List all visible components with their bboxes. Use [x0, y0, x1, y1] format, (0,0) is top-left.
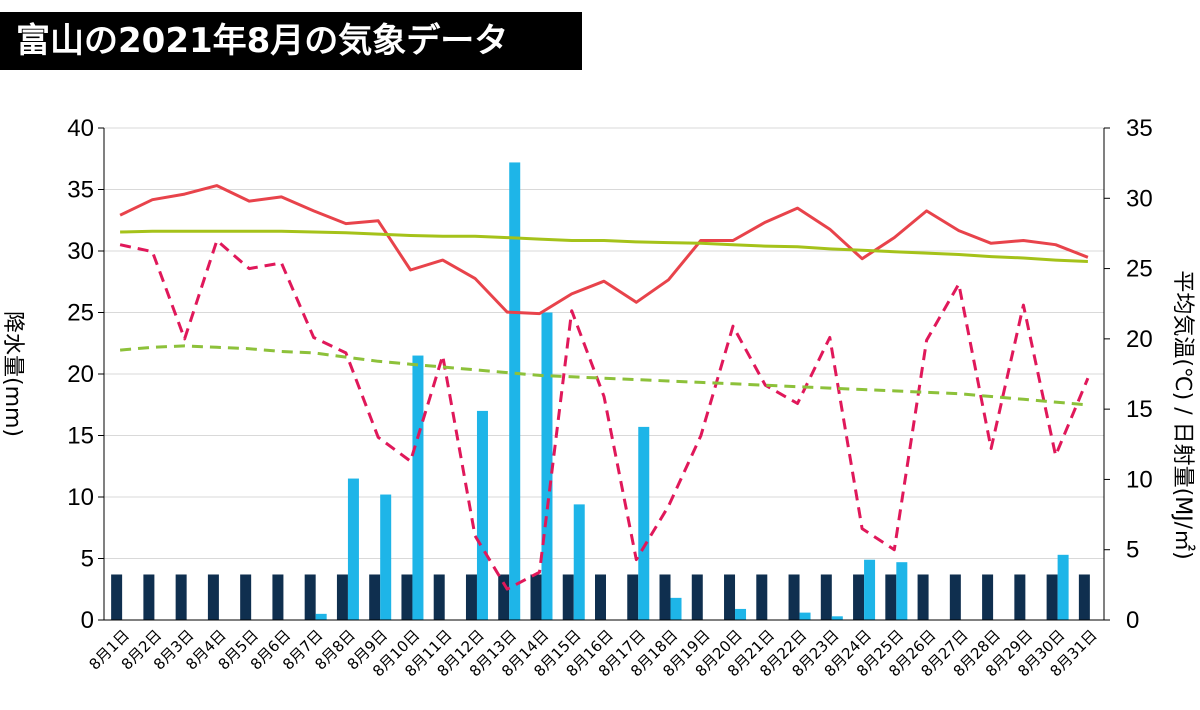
precip-bar: [735, 608, 747, 620]
left-axis-label: 降水量(mm): [0, 311, 25, 437]
sunshine-bar: [465, 574, 477, 620]
sunshine-bar: [853, 574, 865, 620]
precip-bar: [831, 616, 843, 620]
sunshine-bar: [949, 574, 961, 620]
sunshine-bar: [788, 574, 800, 620]
sunshine-bar: [433, 574, 445, 620]
sunshine-bar: [240, 574, 252, 620]
right-tick-label: 30: [1126, 185, 1153, 212]
sunshine-bar: [917, 574, 929, 620]
sunshine-bar: [820, 574, 832, 620]
precip-bar: [380, 494, 392, 620]
left-tick-label: 25: [67, 300, 94, 327]
chart-title: 富山の2021年8月の気象データ: [0, 12, 582, 70]
avg_temp_normal-line: [120, 229, 1088, 263]
precip-bar: [315, 613, 327, 620]
left-tick-label: 30: [67, 238, 94, 265]
right-tick-label: 15: [1126, 396, 1153, 423]
left-tick-label: 0: [81, 607, 94, 634]
precip-bar: [896, 562, 908, 620]
precip-bar: [670, 597, 682, 620]
sunshine-bar: [691, 574, 703, 620]
precip-bar: [638, 426, 650, 620]
left-tick-label: 40: [67, 115, 94, 142]
line-series: [119, 184, 1090, 591]
precip-bar: [799, 612, 811, 620]
precip-bar: [412, 355, 424, 620]
sunshine-bar: [111, 574, 123, 620]
left-axis-ticks: 0 5 10 15 20 25 30 35 40: [67, 115, 104, 634]
precip-bar: [864, 559, 876, 620]
left-tick-label: 35: [67, 177, 94, 204]
sunshine-bar: [562, 574, 574, 620]
sunshine-bar: [595, 574, 606, 620]
sunshine-bar: [498, 574, 510, 620]
sunshine-bar: [272, 574, 284, 620]
left-tick-label: 15: [67, 423, 94, 450]
sunshine-bar: [885, 574, 897, 620]
sunshine-bar: [756, 574, 768, 620]
right-tick-label: 0: [1126, 607, 1139, 634]
sunshine-bar: [659, 574, 671, 620]
left-tick-label: 5: [81, 546, 94, 573]
left-tick-label: 20: [67, 361, 94, 388]
sunshine-bar: [143, 574, 155, 620]
bar-series: [111, 162, 1090, 620]
sunshine-bar: [336, 574, 348, 620]
sunshine-bar: [530, 574, 542, 620]
sunshine-bar: [401, 574, 413, 620]
precip-bar: [347, 478, 359, 620]
sunshine-bar: [175, 574, 187, 620]
sunshine-bar: [627, 574, 639, 620]
right-axis-label: 平均気温(℃) / 日射量(MJ/㎡): [1170, 270, 1196, 559]
precip-bar: [476, 410, 488, 620]
left-tick-label: 10: [67, 484, 94, 511]
right-tick-label: 20: [1126, 326, 1153, 353]
precip-bar: [509, 162, 521, 620]
min_temp-line: [119, 239, 1090, 591]
sunshine-bar: [207, 574, 219, 620]
right-tick-label: 25: [1126, 256, 1153, 283]
max_temp-line: [119, 184, 1089, 316]
right-tick-label: 10: [1126, 466, 1153, 493]
sunshine-bar: [304, 574, 316, 620]
sunshine-bar: [724, 574, 736, 620]
sunshine-bar: [1046, 574, 1058, 620]
precip-bar: [573, 504, 585, 620]
grid-lines: [104, 127, 1104, 559]
x-axis-ticks: 8月1日8月2日8月3日8月4日8月5日8月6日8月7日8月8日8月9日8月10…: [86, 626, 1101, 680]
sunshine-bar: [982, 574, 994, 620]
sunshine-bar: [1014, 574, 1026, 620]
right-tick-label: 5: [1126, 537, 1139, 564]
precip-bar: [541, 312, 553, 620]
right-axis-ticks: 0 5 10 15 20 25 30 35: [1104, 115, 1153, 634]
right-tick-label: 35: [1126, 115, 1153, 142]
sunshine-bar: [1078, 574, 1090, 620]
precip-bar: [1057, 554, 1069, 620]
sunshine-bar: [369, 574, 381, 620]
